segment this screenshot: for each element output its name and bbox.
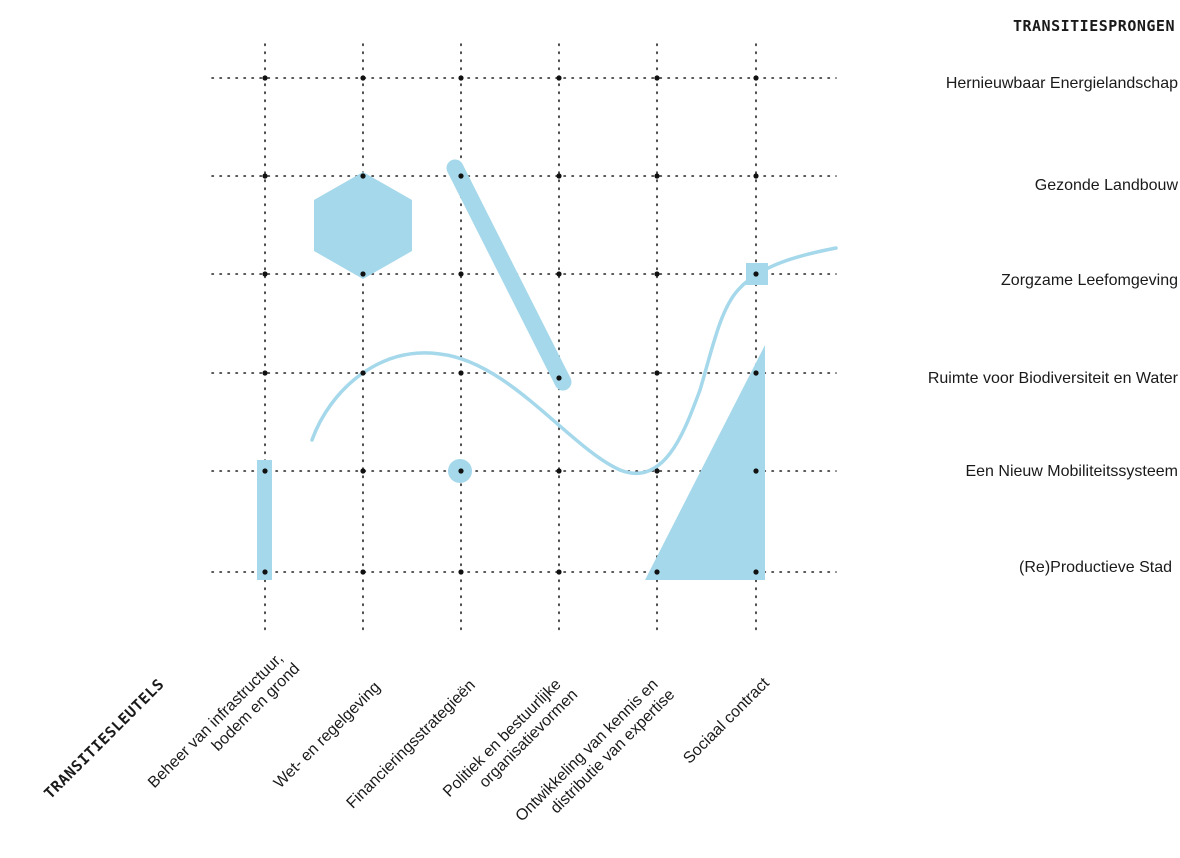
node	[458, 173, 464, 179]
node	[753, 173, 759, 179]
node	[556, 75, 562, 81]
node	[556, 468, 562, 474]
vertical-bar-shape	[257, 460, 272, 580]
row-label-productive-city: (Re)Productieve Stad	[1019, 559, 1172, 576]
node	[654, 468, 660, 474]
hexagon-shape	[314, 172, 412, 279]
wave-curve-shape	[310, 246, 838, 476]
node	[262, 468, 268, 474]
node	[262, 569, 268, 575]
node	[556, 271, 562, 277]
node	[753, 468, 759, 474]
column-label-line: Beheer van infrastructuur,	[145, 650, 287, 792]
node	[753, 75, 759, 81]
node	[753, 569, 759, 575]
node	[458, 569, 464, 575]
row-label-mobility: Een Nieuw Mobiliteitssysteem	[965, 463, 1178, 480]
column-label-line: Sociaal contract	[680, 674, 773, 767]
node	[262, 370, 268, 376]
column-labels: Beheer van infrastructuur, bodem en gron…	[145, 650, 773, 825]
node	[360, 173, 366, 179]
diagonal-bar-shape	[446, 159, 572, 391]
node	[556, 173, 562, 179]
node	[556, 569, 562, 575]
node	[654, 569, 660, 575]
node	[360, 75, 366, 81]
node	[360, 370, 366, 376]
node	[360, 569, 366, 575]
node	[654, 370, 660, 376]
node	[556, 375, 562, 381]
node	[262, 271, 268, 277]
node	[360, 468, 366, 474]
rows-title: TRANSITIESPRONGEN	[1013, 17, 1175, 35]
triangle-shape	[645, 345, 765, 580]
node	[753, 271, 759, 277]
overlay-shapes	[257, 159, 838, 580]
node	[262, 173, 268, 179]
column-label-social-contract: Sociaal contract	[680, 674, 773, 767]
node	[654, 75, 660, 81]
node	[458, 370, 464, 376]
column-label-line: Wet- en regelgeving	[271, 679, 384, 792]
node	[458, 468, 464, 474]
row-label-living-environment: Zorgzame Leefomgeving	[1001, 272, 1178, 289]
node	[654, 271, 660, 277]
node	[458, 75, 464, 81]
row-label-biodiversity-water: Ruimte voor Biodiversiteit en Water	[928, 370, 1179, 387]
node	[753, 370, 759, 376]
row-label-agriculture: Gezonde Landbouw	[1035, 177, 1179, 194]
intersection-nodes	[262, 75, 759, 575]
column-label-legislation: Wet- en regelgeving	[271, 679, 384, 792]
node	[360, 271, 366, 277]
node	[458, 271, 464, 277]
row-labels: Hernieuwbaar Energielandschap Gezonde La…	[928, 75, 1179, 576]
node	[654, 173, 660, 179]
row-label-energy: Hernieuwbaar Energielandschap	[946, 75, 1178, 92]
node	[262, 75, 268, 81]
